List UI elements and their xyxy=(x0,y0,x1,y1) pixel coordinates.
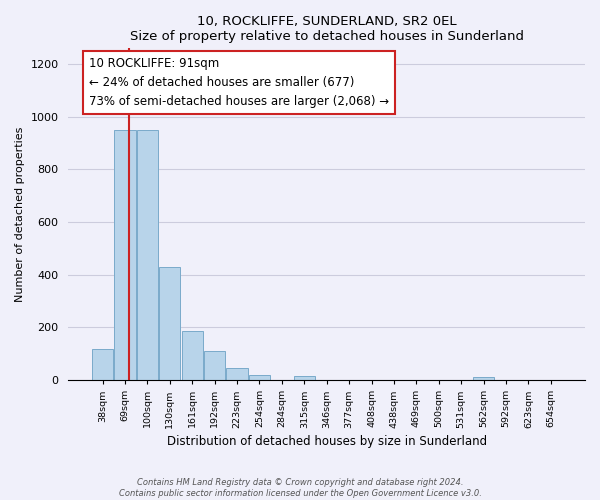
Bar xyxy=(92,348,113,380)
Title: 10, ROCKLIFFE, SUNDERLAND, SR2 0EL
Size of property relative to detached houses : 10, ROCKLIFFE, SUNDERLAND, SR2 0EL Size … xyxy=(130,15,524,43)
Bar xyxy=(204,350,225,380)
Bar xyxy=(115,130,136,380)
Bar xyxy=(293,376,315,380)
Bar xyxy=(226,368,248,380)
Text: Contains HM Land Registry data © Crown copyright and database right 2024.
Contai: Contains HM Land Registry data © Crown c… xyxy=(119,478,481,498)
Text: 10 ROCKLIFFE: 91sqm
← 24% of detached houses are smaller (677)
73% of semi-detac: 10 ROCKLIFFE: 91sqm ← 24% of detached ho… xyxy=(89,56,389,108)
Bar xyxy=(249,376,270,380)
Bar xyxy=(137,130,158,380)
X-axis label: Distribution of detached houses by size in Sunderland: Distribution of detached houses by size … xyxy=(167,434,487,448)
Bar xyxy=(182,332,203,380)
Bar xyxy=(473,377,494,380)
Bar xyxy=(159,267,181,380)
Y-axis label: Number of detached properties: Number of detached properties xyxy=(15,126,25,302)
